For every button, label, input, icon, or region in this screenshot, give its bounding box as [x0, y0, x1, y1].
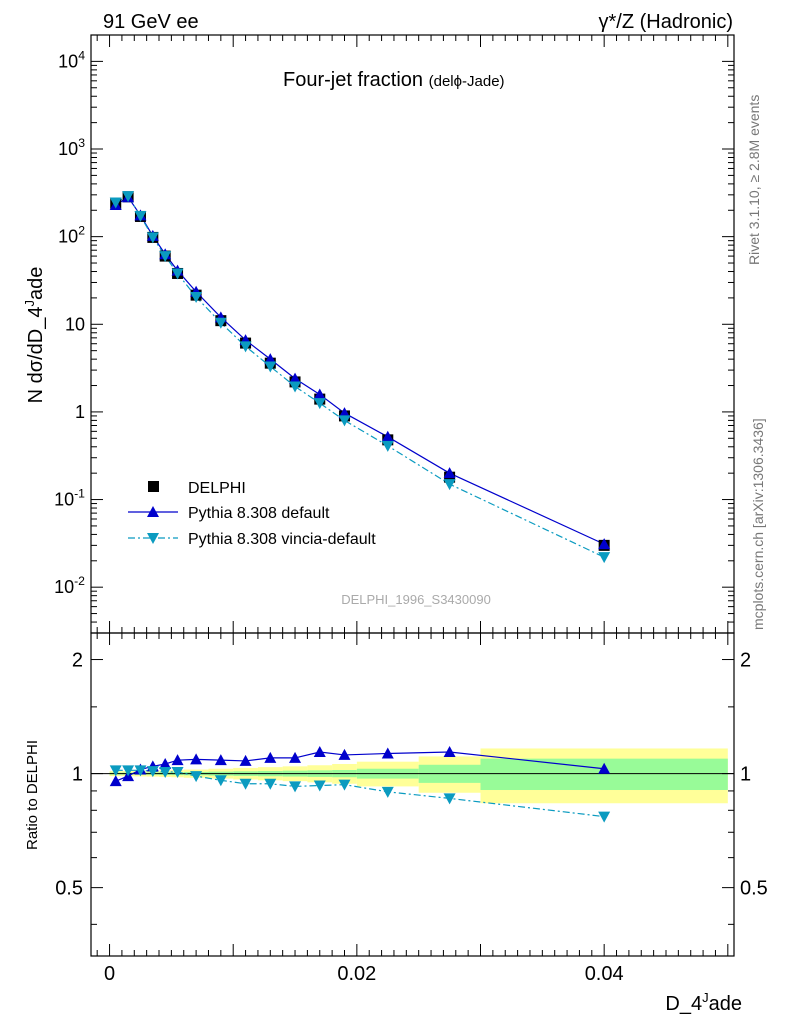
data-point-pythia-vincia	[134, 211, 147, 223]
ratio-point-pythia-vincia	[122, 765, 135, 777]
data-point-pythia-default	[313, 388, 326, 400]
legend-marker-delphi	[148, 481, 159, 492]
data-point-pythia-vincia	[443, 479, 456, 491]
ratio-point-pythia-vincia	[190, 771, 203, 783]
legend-marker-vincia	[147, 533, 159, 544]
legend-label-default: Pythia 8.308 default	[188, 505, 330, 522]
x-axis-label: D_4Jade	[665, 990, 742, 1015]
ratio-series-line	[115, 751, 605, 782]
ratio-y-tick-label-right: 0.5	[740, 878, 768, 900]
ratio-point-pythia-vincia	[134, 765, 147, 777]
data-point-pythia-vincia	[598, 552, 611, 564]
ratio-point-pythia-vincia	[338, 779, 351, 791]
watermark: DELPHI_1996_S3430090	[341, 592, 491, 607]
ratio-point-pythia-default	[443, 746, 456, 758]
x-tick-label: 0.04	[585, 963, 624, 985]
ratio-point-pythia-default	[171, 754, 184, 766]
data-point-pythia-default	[598, 538, 611, 550]
data-point-pythia-default	[443, 467, 456, 479]
main-panel: 10-2 10-1 1 10 102 103 104 N dσ/dD_4Jade Four-…	[22, 34, 735, 634]
data-point-pythia-vincia	[313, 398, 326, 410]
main-y-tick-label: 10	[65, 314, 85, 334]
ratio-point-pythia-vincia	[264, 778, 277, 790]
ratio-point-pythia-default	[109, 775, 122, 787]
data-point-pythia-vincia	[381, 440, 394, 452]
ratio-ylabel: Ratio to DELPHI	[24, 740, 41, 850]
data-point-pythia-vincia	[171, 268, 184, 280]
ratio-y-tick-label-right: 2	[740, 650, 751, 672]
ratio-y-tick-label-left: 0.5	[55, 878, 83, 900]
main-ylabel: N dσ/dD_4Jade	[22, 267, 47, 404]
data-point-pythia-vincia	[289, 381, 302, 393]
ratio-point-pythia-vincia	[146, 766, 159, 778]
chart-title-suffix: (delϕ-Jade)	[429, 73, 505, 90]
chart-title-main: Four-jet fraction	[283, 69, 423, 91]
chart-title: Four-jet fraction (delϕ-Jade)	[283, 69, 505, 91]
data-point-pythia-default	[289, 372, 302, 384]
rivet-label: Rivet 3.1.10, ≥ 2.8M events	[746, 95, 762, 265]
ratio-point-pythia-default	[381, 747, 394, 759]
ratio-ticks: 0.5 0.5 1 1 2 2 0 0.02 0.04	[55, 633, 768, 985]
ratio-point-pythia-vincia	[443, 793, 456, 805]
main-y-tick-label: 1	[75, 402, 85, 422]
data-point-pythia-vincia	[122, 191, 135, 203]
ratio-point-pythia-vincia	[598, 811, 611, 823]
main-y-tick-label: 10-1	[54, 486, 85, 509]
ratio-series-line	[115, 769, 605, 818]
data-point-pythia-vincia	[239, 341, 252, 353]
mcplots-label: mcplots.cern.ch [arXiv:1306.3436]	[750, 418, 766, 630]
ratio-panel: 0.5 0.5 1 1 2 2 0 0.02 0.04 Ratio to DELPHI D_4J…	[24, 632, 768, 1015]
x-tick-label: 0	[104, 963, 115, 985]
data-point-pythia-vincia	[146, 232, 159, 244]
ratio-data-layer	[109, 746, 611, 823]
ratio-point-pythia-vincia	[171, 766, 184, 778]
data-point-pythia-default	[338, 407, 351, 419]
ratio-point-pythia-default	[239, 754, 252, 766]
ratio-point-pythia-default	[598, 762, 611, 774]
data-point-pythia-vincia	[190, 291, 203, 303]
main-series-line	[115, 195, 605, 558]
ratio-y-tick-label-right: 1	[740, 764, 751, 786]
ratio-y-tick-label-left: 2	[72, 650, 83, 672]
main-y-tick-label: 10-2	[54, 574, 85, 597]
ratio-point-pythia-vincia	[313, 780, 326, 792]
data-point-pythia-vincia	[109, 197, 122, 209]
ratio-point-pythia-default	[338, 748, 351, 760]
x-tick-label: 0.02	[337, 963, 376, 985]
main-y-tick-label: 104	[58, 48, 85, 71]
legend-label-vincia: Pythia 8.308 vincia-default	[188, 531, 376, 548]
legend-label-delphi: DELPHI	[188, 480, 246, 497]
main-y-tick-label: 102	[58, 224, 85, 247]
legend: DELPHI Pythia 8.308 default Pythia 8.308…	[128, 480, 376, 548]
ratio-point-pythia-default	[313, 746, 326, 758]
main-y-tick-label: 103	[58, 136, 85, 159]
ratio-point-pythia-default	[214, 754, 227, 766]
legend-marker-default	[147, 506, 159, 517]
main-data-layer	[109, 191, 611, 564]
ratio-point-pythia-default	[190, 753, 203, 765]
ratio-y-tick-label-left: 1	[72, 764, 83, 786]
ratio-point-pythia-vincia	[159, 766, 172, 778]
ratio-point-pythia-default	[159, 757, 172, 769]
data-point-pythia-vincia	[214, 317, 227, 329]
data-point-pythia-default	[264, 353, 277, 365]
header-right: γ*/Z (Hadronic)	[599, 11, 733, 33]
main-ticks: 10-2 10-1 1 10 102 103 104	[54, 34, 734, 634]
ratio-point-pythia-vincia	[381, 786, 394, 798]
data-point-pythia-vincia	[338, 415, 351, 427]
ratio-point-pythia-vincia	[239, 778, 252, 790]
ratio-point-pythia-vincia	[214, 775, 227, 787]
data-point-pythia-default	[381, 430, 394, 442]
data-point-pythia-vincia	[159, 251, 172, 263]
ratio-point-pythia-vincia	[289, 781, 302, 793]
header-left: 91 GeV ee	[103, 11, 199, 33]
ratio-point-pythia-vincia	[109, 765, 122, 777]
data-point-pythia-vincia	[264, 361, 277, 373]
ratio-point-pythia-default	[264, 751, 277, 763]
ratio-point-pythia-default	[289, 751, 302, 763]
ratio-frame	[90, 632, 735, 957]
